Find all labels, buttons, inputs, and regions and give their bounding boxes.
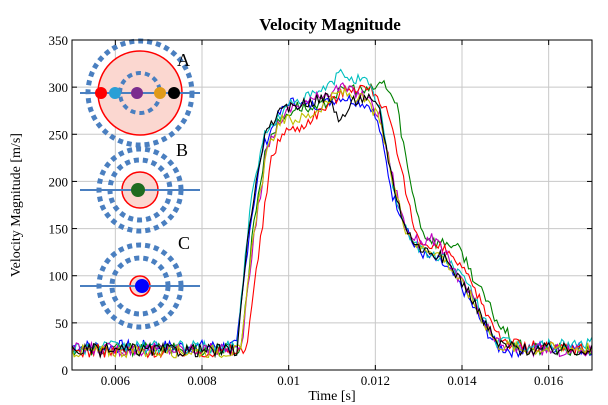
x-tick-label: 0.014 <box>447 373 477 388</box>
probe-dot <box>154 87 166 99</box>
plot-frame <box>71 39 593 371</box>
y-tick-label: 100 <box>49 269 69 284</box>
series-line <box>71 68 593 356</box>
y-tick-label: 200 <box>49 174 69 189</box>
y-tick-label: 0 <box>62 363 69 378</box>
chart-title: Velocity Magnitude <box>259 15 401 34</box>
series-lines <box>71 68 593 359</box>
series-line <box>71 92 593 359</box>
y-tick-label: 350 <box>49 33 69 48</box>
y-tick-label: 300 <box>49 80 69 95</box>
x-axis-label: Time [s] <box>308 389 355 404</box>
y-tick-label: 50 <box>55 316 68 331</box>
probe-dot <box>168 87 180 99</box>
probe-diagram-c: C <box>80 233 200 330</box>
probe-label: A <box>177 50 190 70</box>
x-tick-label: 0.008 <box>187 373 216 388</box>
x-tick-label: 0.016 <box>534 373 564 388</box>
probe-diagram-b: B <box>80 140 200 234</box>
y-tick-label: 250 <box>49 127 69 142</box>
probe-diagram-a: A <box>80 38 200 148</box>
y-tick-label: 150 <box>49 222 69 237</box>
probe-dot <box>95 87 107 99</box>
y-axis-label: Velocity Magnitude [m/s] <box>9 133 24 277</box>
probe-diagram-inset: A B C <box>80 38 200 330</box>
probe-dot <box>131 183 145 197</box>
series-line <box>71 79 593 358</box>
series-line <box>71 86 593 359</box>
probe-dot <box>109 87 121 99</box>
axis-ticks: 0.006 0.008 0.01 0.012 0.014 0.016 0 50 100 150 20… <box>49 33 592 388</box>
probe-label: C <box>178 233 190 253</box>
x-tick-label: 0.01 <box>277 373 300 388</box>
x-tick-label: 0.006 <box>101 373 131 388</box>
probe-label: B <box>176 140 188 160</box>
probe-dot <box>131 87 143 99</box>
probe-dot <box>135 279 149 293</box>
x-tick-label: 0.012 <box>361 373 390 388</box>
